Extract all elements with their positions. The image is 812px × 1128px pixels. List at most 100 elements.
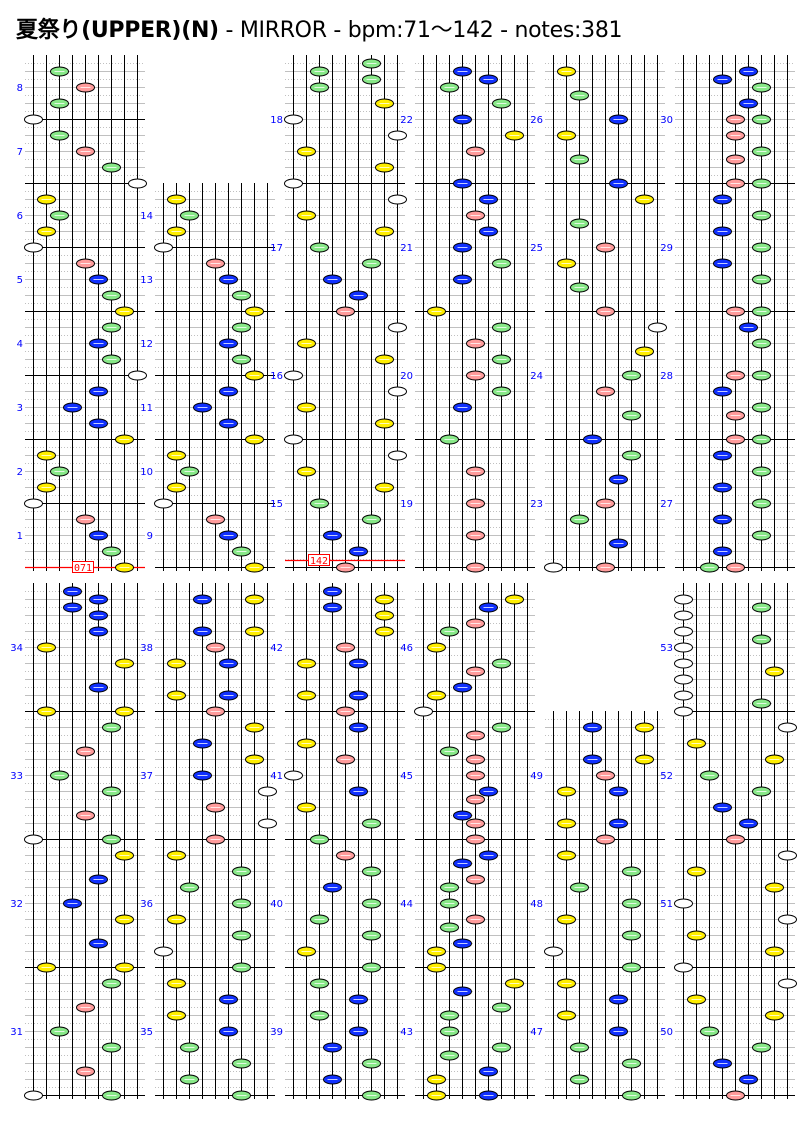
note-yellow [765, 946, 784, 957]
measure-number: 33 [10, 771, 23, 782]
note-green [752, 498, 771, 509]
note-white [388, 194, 407, 205]
note-yellow [297, 338, 316, 349]
note-red [466, 730, 485, 741]
note-blue [323, 586, 342, 597]
note-yellow [37, 226, 56, 237]
note-green [50, 66, 69, 77]
note-blue [713, 482, 732, 493]
note-blue [89, 938, 108, 949]
note-yellow [297, 466, 316, 477]
note-green [570, 90, 589, 101]
note-white [414, 706, 433, 717]
measure-number: 38 [140, 643, 153, 654]
note-white [258, 818, 277, 829]
measure-number: 50 [660, 1027, 673, 1038]
chart-column: 23 24 25 26 [530, 55, 665, 571]
note-red [206, 642, 225, 653]
note-green [232, 354, 251, 365]
note-red [466, 834, 485, 845]
note-red [726, 434, 745, 445]
note-green [570, 282, 589, 293]
note-blue [63, 602, 82, 613]
note-blue [323, 530, 342, 541]
note-blue [583, 434, 602, 445]
note-yellow [297, 946, 316, 957]
note-white [154, 946, 173, 957]
note-red [726, 1090, 745, 1101]
note-red [466, 466, 485, 477]
note-yellow [687, 930, 706, 941]
note-yellow [765, 666, 784, 677]
note-red [466, 498, 485, 509]
note-red [206, 706, 225, 717]
measure-number: 24 [530, 371, 543, 382]
note-yellow [375, 226, 394, 237]
note-red [466, 914, 485, 925]
note-green [492, 258, 511, 269]
chart-column: 35 36 37 38 [140, 583, 275, 1099]
note-blue [219, 1026, 238, 1037]
note-green [622, 450, 641, 461]
note-green [232, 1058, 251, 1069]
note-yellow [375, 162, 394, 173]
note-green [700, 1026, 719, 1037]
note-yellow [557, 66, 576, 77]
note-green [232, 930, 251, 941]
note-blue [63, 402, 82, 413]
note-green [752, 786, 771, 797]
note-yellow [297, 146, 316, 157]
note-blue [89, 530, 108, 541]
measure-number: 16 [270, 371, 283, 382]
measure-number: 27 [660, 499, 673, 510]
measure-number: 17 [270, 243, 283, 254]
note-green [570, 1074, 589, 1085]
note-blue [193, 738, 212, 749]
measure-number: 2 [17, 467, 23, 478]
note-green [102, 290, 121, 301]
note-blue [479, 602, 498, 613]
note-white [674, 962, 693, 973]
measure-number: 25 [530, 243, 543, 254]
note-red [336, 642, 355, 653]
note-white [258, 786, 277, 797]
note-blue [63, 586, 82, 597]
note-blue [219, 530, 238, 541]
note-white [24, 1090, 43, 1101]
note-white [778, 978, 797, 989]
note-yellow [245, 434, 264, 445]
note-red [466, 818, 485, 829]
note-green [752, 466, 771, 477]
note-blue [219, 994, 238, 1005]
note-red [726, 306, 745, 317]
note-green [570, 1042, 589, 1053]
note-blue [193, 770, 212, 781]
note-yellow [557, 818, 576, 829]
note-yellow [167, 850, 186, 861]
measure-number: 31 [10, 1027, 23, 1038]
note-blue [323, 1074, 342, 1085]
note-yellow [297, 402, 316, 413]
note-blue [479, 74, 498, 85]
note-yellow [375, 594, 394, 605]
note-yellow [297, 690, 316, 701]
note-green [752, 634, 771, 645]
note-green [622, 1090, 641, 1101]
note-green [180, 1042, 199, 1053]
note-green [492, 1002, 511, 1013]
note-red [466, 210, 485, 221]
chart-column: 31 32 33 34 [10, 583, 145, 1099]
note-blue [453, 810, 472, 821]
note-green [50, 770, 69, 781]
note-white [284, 434, 303, 445]
note-yellow [375, 354, 394, 365]
note-blue [453, 242, 472, 253]
note-green [752, 402, 771, 413]
note-yellow [115, 434, 134, 445]
note-green [362, 74, 381, 85]
note-blue [349, 786, 368, 797]
note-green [752, 1042, 771, 1053]
chart-column: 19 20 21 22 [400, 55, 535, 571]
note-blue [713, 546, 732, 557]
note-blue [349, 722, 368, 733]
